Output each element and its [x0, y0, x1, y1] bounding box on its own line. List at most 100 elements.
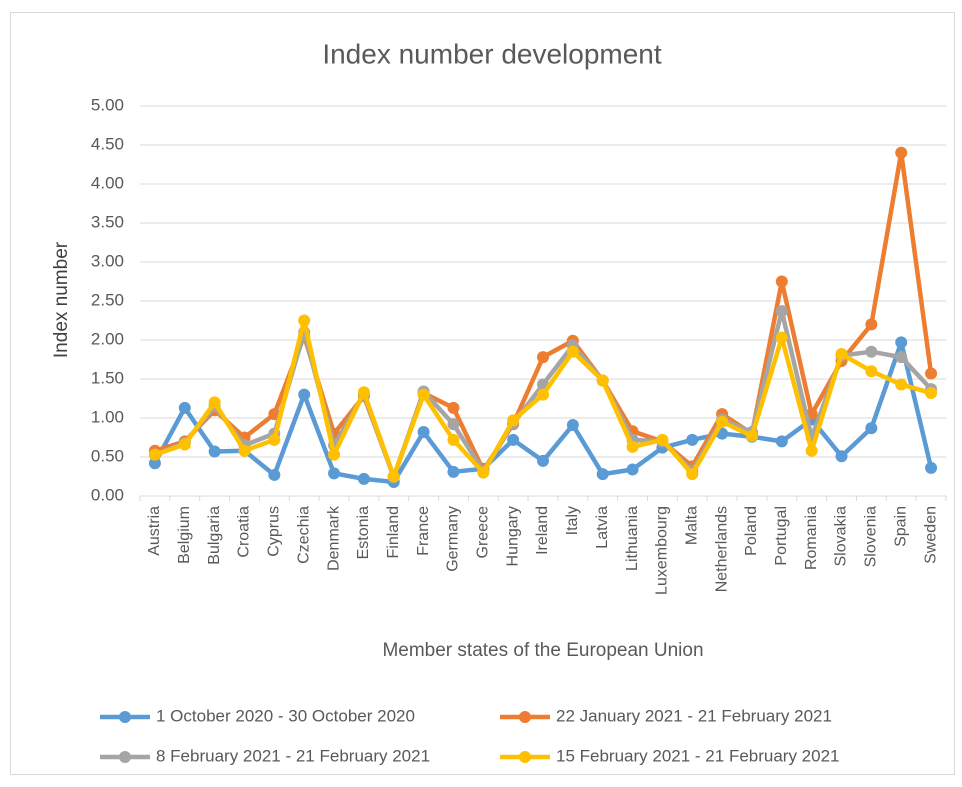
x-tick-label: Finland: [385, 506, 402, 558]
data-point: [865, 365, 878, 378]
data-point: [775, 305, 788, 318]
data-point: [537, 388, 549, 401]
data-point: [925, 367, 938, 380]
x-tick-label: France: [415, 506, 432, 556]
data-point: [626, 463, 639, 476]
y-tick-label: 5.00: [91, 95, 124, 114]
x-tick-label: Latvia: [594, 506, 611, 549]
data-point: [148, 457, 161, 470]
x-tick-label: Slovenia: [863, 506, 880, 567]
x-tick-label: Estonia: [355, 506, 372, 559]
data-point: [537, 454, 549, 467]
data-point: [417, 426, 430, 439]
data-point: [208, 396, 221, 409]
x-axis-title: Member states of the European Union: [382, 640, 703, 661]
data-point: [507, 433, 520, 446]
y-tick-label: 4.50: [91, 134, 124, 153]
data-point: [566, 419, 579, 432]
data-point: [148, 448, 161, 461]
data-point: [925, 461, 938, 474]
x-tick-label: Belgium: [176, 506, 193, 564]
x-tick-label: Austria: [146, 506, 163, 556]
x-tick-label: Bulgaria: [206, 506, 223, 565]
y-tick-label: 3.50: [91, 212, 124, 231]
data-point: [835, 450, 848, 463]
legend-marker: [119, 711, 131, 723]
data-point: [357, 472, 370, 485]
legend-label: 1 October 2020 - 30 October 2020: [156, 706, 415, 725]
data-point: [507, 414, 520, 427]
x-tick-label: Portugal: [773, 506, 790, 566]
y-tick-label: 2.50: [91, 290, 124, 309]
data-point: [895, 336, 908, 349]
data-point: [178, 438, 191, 451]
data-point: [596, 468, 609, 481]
x-tick-label: Hungary: [504, 506, 521, 566]
y-tick-label: 0.50: [91, 446, 124, 465]
y-tick-label: 1.00: [91, 407, 124, 426]
data-point: [686, 433, 699, 446]
legend-label: 22 January 2021 - 21 February 2021: [556, 706, 832, 725]
legend-marker: [519, 711, 531, 723]
legend-label: 15 February 2021 - 21 February 2021: [556, 746, 840, 765]
y-tick-label: 0.00: [91, 485, 124, 504]
data-point: [745, 429, 758, 442]
x-tick-label: Italy: [564, 506, 581, 535]
x-tick-label: Germany: [445, 506, 462, 572]
x-tick-label: Poland: [743, 506, 760, 556]
data-point: [298, 388, 311, 401]
legend-marker: [119, 751, 131, 763]
data-point: [805, 444, 818, 457]
legend-marker: [519, 751, 531, 763]
x-tick-label: Slovakia: [833, 506, 850, 567]
data-point: [387, 470, 400, 483]
data-point: [596, 374, 609, 387]
data-point: [447, 418, 460, 431]
data-point: [925, 387, 938, 400]
y-tick-label: 1.50: [91, 368, 124, 387]
data-point: [537, 351, 549, 364]
x-tick-label: Croatia: [236, 506, 253, 558]
data-point: [835, 348, 848, 361]
data-point: [238, 444, 251, 457]
data-point: [656, 433, 669, 446]
x-tick-label: Malta: [683, 506, 700, 545]
y-axis-title: Index number: [51, 241, 72, 358]
data-point: [447, 433, 460, 446]
data-point: [865, 318, 878, 331]
data-point: [447, 401, 460, 414]
data-point: [417, 388, 430, 401]
data-point: [775, 275, 788, 288]
data-point: [865, 345, 878, 358]
y-tick-label: 3.00: [91, 251, 124, 270]
chart-title: Index number development: [322, 38, 662, 69]
x-tick-label: Czechia: [295, 506, 312, 564]
x-tick-label: Cyprus: [266, 506, 283, 557]
y-tick-label: 2.00: [91, 329, 124, 348]
data-point: [895, 378, 908, 391]
data-point: [865, 422, 878, 435]
x-tick-label: Spain: [892, 506, 909, 547]
data-point: [328, 448, 341, 461]
x-tick-label: Denmark: [325, 505, 342, 571]
data-point: [328, 467, 341, 480]
data-point: [895, 351, 908, 364]
x-tick-label: Luxembourg: [654, 506, 671, 595]
data-point: [775, 435, 788, 448]
data-point: [298, 314, 311, 327]
x-tick-label: Netherlands: [713, 506, 730, 592]
x-tick-label: Ireland: [534, 506, 551, 555]
x-tick-label: Greece: [475, 506, 492, 559]
data-point: [895, 146, 908, 159]
data-point: [686, 468, 699, 481]
data-point: [357, 386, 370, 399]
data-point: [447, 465, 460, 478]
y-tick-label: 4.00: [91, 173, 124, 192]
data-point: [178, 401, 191, 414]
x-tick-label: Sweden: [922, 506, 939, 564]
x-tick-label: Lithuania: [624, 506, 641, 571]
data-point: [268, 468, 281, 481]
legend-label: 8 February 2021 - 21 February 2021: [156, 746, 430, 765]
data-point: [626, 440, 639, 453]
